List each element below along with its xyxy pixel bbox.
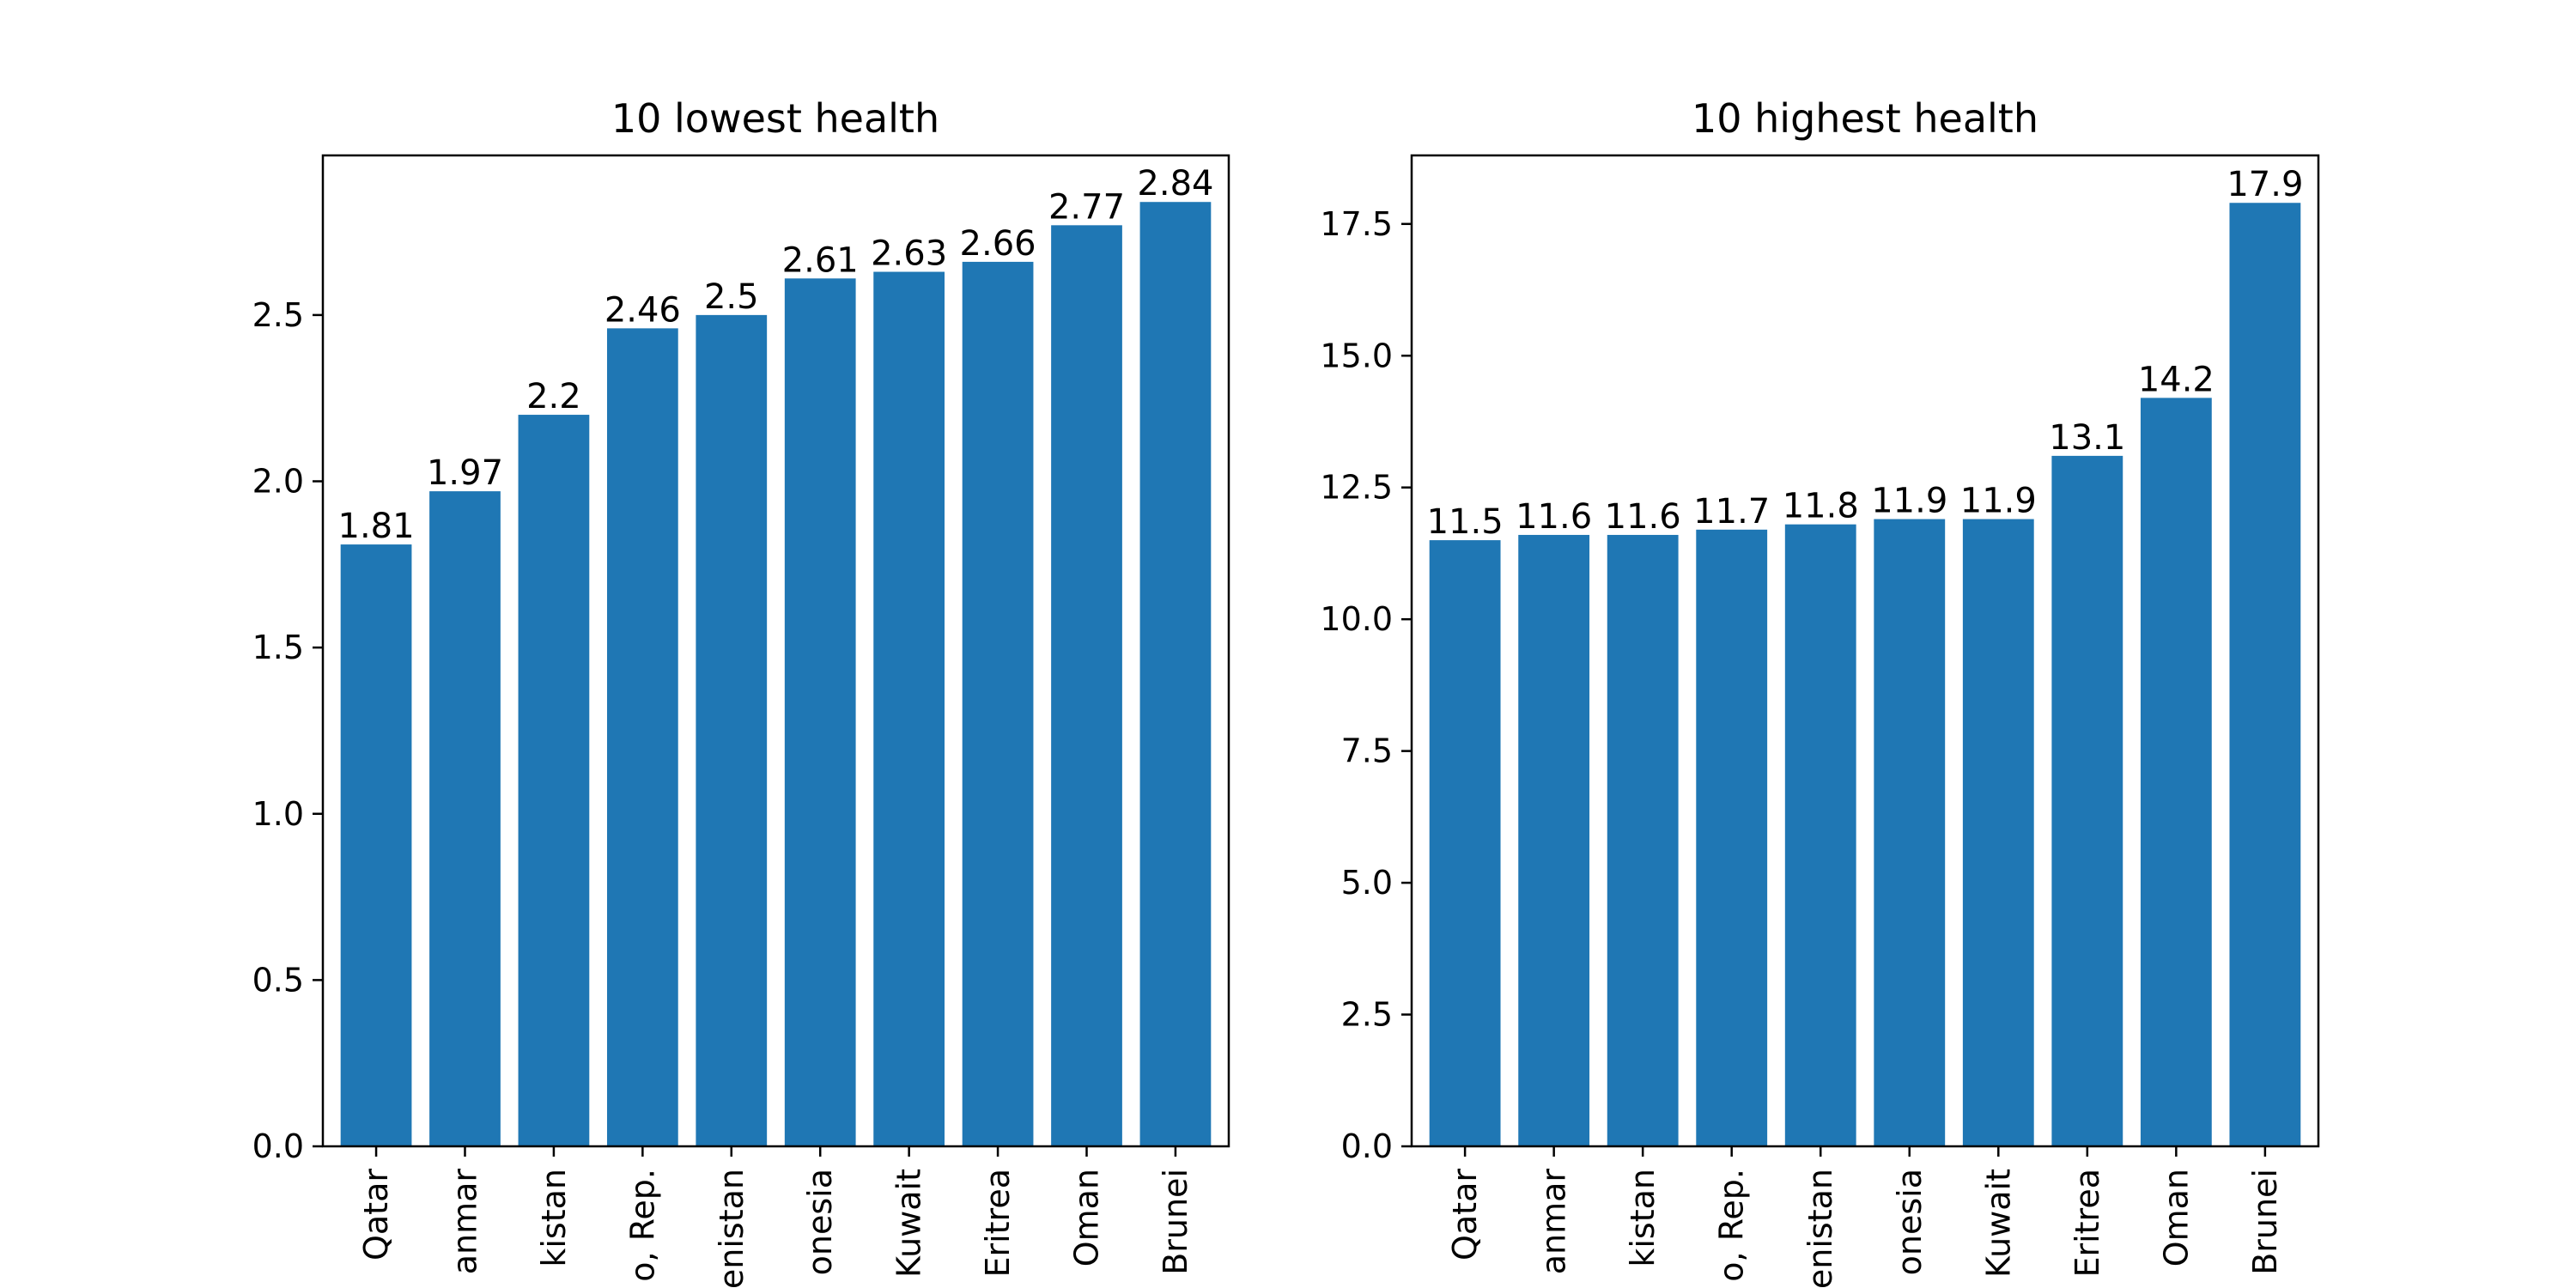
bar-value-label: 2.77: [1048, 187, 1125, 227]
lowest-health-chart: 10 lowest health 1.81 1.97 2.2 2.46 2.5 2.61 2…: [252, 95, 1230, 1288]
bar: [1518, 534, 1590, 1146]
x-tick-label: Kuwait: [1979, 1169, 2017, 1278]
bar-value-label: 11.5: [1427, 502, 1504, 542]
bar-value-label: 11.9: [1871, 482, 1947, 521]
bar: [2229, 203, 2301, 1147]
bar-value-label: 2.61: [782, 240, 859, 280]
bar: [1607, 534, 1679, 1146]
bar-value-label: 14.2: [2138, 360, 2215, 399]
y-tick-label: 0.0: [252, 1127, 304, 1165]
x-tick-label: Qatar: [1446, 1169, 1484, 1261]
bar-value-label: 1.97: [427, 453, 503, 493]
bar-value-label: 2.2: [526, 377, 581, 416]
x-tick-label: onesia: [801, 1169, 839, 1275]
y-axis: 0.0 2.5 5.0 7.5 10.0 12.5 15.0 17.5: [1320, 205, 1412, 1165]
x-tick-label: enistan: [713, 1169, 750, 1288]
bar: [696, 314, 768, 1147]
y-tick-label: 12.5: [1320, 469, 1393, 507]
bar: [1051, 225, 1122, 1146]
bar-value-label: 2.5: [704, 277, 759, 317]
y-tick-label: 2.0: [252, 463, 304, 501]
bar-value-label: 11.9: [1960, 482, 2037, 521]
bar-value-label: 11.7: [1693, 492, 1770, 532]
bar-value-label: 17.9: [2227, 165, 2303, 204]
y-tick-label: 10.0: [1320, 600, 1393, 638]
y-tick-label: 0.5: [252, 961, 304, 999]
y-tick-label: 1.5: [252, 629, 304, 666]
x-tick-label: Brunei: [1157, 1169, 1194, 1275]
x-tick-label: enistan: [1801, 1169, 1839, 1288]
bar-value-label: 13.1: [2049, 418, 2125, 458]
bar: [518, 415, 590, 1146]
x-tick-label: Kuwait: [890, 1169, 928, 1278]
bar: [2140, 398, 2212, 1146]
bar: [429, 491, 501, 1146]
bar: [1429, 540, 1501, 1146]
bar: [962, 261, 1034, 1147]
bar: [1784, 524, 1856, 1146]
data-labels: 11.5 11.6 11.6 11.7 11.8 11.9 11.9 13.1 14.2 17.9: [1427, 165, 2304, 542]
y-tick-label: 1.0: [252, 795, 304, 833]
bars: [340, 202, 1212, 1147]
bar-value-label: 1.81: [338, 507, 415, 546]
y-tick-label: 17.5: [1320, 205, 1393, 243]
bars: [1429, 203, 2301, 1147]
bar-value-label: 2.63: [871, 234, 947, 274]
x-tick-label: onesia: [1891, 1169, 1929, 1275]
bar: [1874, 519, 1946, 1146]
bar: [1139, 202, 1212, 1147]
x-tick-label: Oman: [2157, 1169, 2195, 1267]
y-tick-label: 2.5: [1341, 996, 1393, 1034]
x-tick-label: o, Rep.: [623, 1169, 661, 1282]
data-labels: 1.81 1.97 2.2 2.46 2.5 2.61 2.63 2.66 2.77 2.84: [338, 164, 1214, 546]
bar-value-label: 11.6: [1605, 497, 1681, 537]
x-tick-label: anmar: [446, 1169, 483, 1275]
bar: [1962, 519, 2034, 1146]
x-tick-label: anmar: [1535, 1169, 1573, 1275]
x-tick-label: Eritrea: [2069, 1169, 2106, 1278]
x-tick-label: o, Rep.: [1713, 1169, 1751, 1282]
y-tick-label: 5.0: [1341, 864, 1393, 902]
bar: [606, 328, 678, 1146]
bar-value-label: 11.6: [1516, 497, 1592, 537]
bar-value-label: 2.84: [1137, 164, 1213, 204]
y-tick-label: 7.5: [1341, 732, 1393, 770]
bar-value-label: 2.66: [960, 224, 1036, 264]
x-tick-label: kistan: [535, 1169, 573, 1267]
bar-value-label: 2.46: [605, 290, 681, 330]
bar: [873, 271, 945, 1146]
plot-frame: [321, 154, 1230, 1148]
chart-title: 10 highest health: [1692, 95, 2038, 142]
bar-value-label: 11.8: [1783, 487, 1859, 526]
highest-health-chart: 10 highest health 11.5 11.6 11.6 11.7 11.8 11…: [1320, 95, 2320, 1288]
x-tick-label: Eritrea: [979, 1169, 1017, 1278]
x-tick-label: Oman: [1068, 1169, 1106, 1267]
x-axis: Qatar anmar kistan o, Rep. enistan onesia Kuwa…: [1446, 1146, 2284, 1288]
plot-frame: [1410, 154, 2320, 1148]
y-tick-label: 15.0: [1320, 337, 1393, 374]
bar: [784, 278, 856, 1147]
x-axis: Qatar anmar kistan o, Rep. enistan onesia Kuwa…: [357, 1146, 1194, 1288]
x-tick-label: Qatar: [357, 1169, 395, 1261]
x-tick-label: Brunei: [2246, 1169, 2284, 1275]
chart-title: 10 lowest health: [611, 95, 939, 142]
y-tick-label: 2.5: [252, 296, 304, 334]
x-tick-label: kistan: [1624, 1169, 1662, 1267]
bar: [2051, 455, 2123, 1146]
bar: [1696, 529, 1768, 1146]
y-tick-label: 0.0: [1341, 1127, 1393, 1165]
bar: [340, 544, 412, 1146]
y-axis: 0.0 0.5 1.0 1.5 2.0 2.5: [252, 296, 323, 1165]
